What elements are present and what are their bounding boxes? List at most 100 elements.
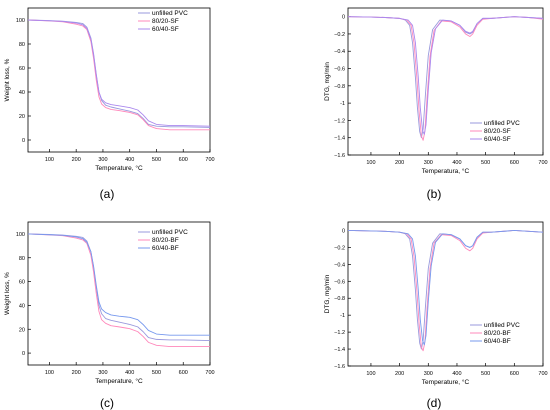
legend-entry: 60/40-BF bbox=[484, 338, 511, 345]
y-tick-label: −1.4 bbox=[334, 347, 345, 353]
y-axis-label: DTG, mg/min bbox=[324, 274, 331, 313]
y-tick-label: −0.8 bbox=[334, 296, 345, 302]
y-tick-label: −1.6 bbox=[334, 153, 345, 159]
plot-frame bbox=[27, 221, 211, 366]
y-tick-label: 80 bbox=[19, 42, 25, 48]
legend-entry: 60/40-BF bbox=[152, 245, 179, 252]
x-tick-label: 600 bbox=[179, 370, 188, 376]
y-tick-label: −1.2 bbox=[334, 118, 345, 124]
x-tick-label: 100 bbox=[366, 160, 375, 166]
x-tick-label: 200 bbox=[72, 370, 81, 376]
y-tick-label: −1.2 bbox=[334, 330, 345, 336]
x-axis-label: Temperature, °C bbox=[95, 377, 143, 385]
x-tick-label: 300 bbox=[424, 371, 433, 377]
panel-caption: (b) bbox=[427, 187, 442, 201]
y-axis-label: Weight loss, % bbox=[4, 272, 11, 315]
x-tick-label: 500 bbox=[152, 157, 161, 163]
panel-caption: (d) bbox=[427, 396, 442, 410]
y-tick-label: −0.2 bbox=[334, 32, 345, 38]
y-tick-label: 80 bbox=[19, 256, 25, 262]
y-tick-label: 0 bbox=[22, 138, 25, 144]
x-axis-label: Temperature, °C bbox=[95, 164, 143, 172]
x-tick-label: 300 bbox=[98, 370, 107, 376]
x-tick-label: 200 bbox=[395, 371, 404, 377]
series-line-3 bbox=[347, 16, 544, 135]
x-axis-label: Temperatura, °C bbox=[422, 167, 470, 175]
y-axis-label: DTG, mg/min bbox=[324, 62, 331, 101]
y-tick-label: 20 bbox=[19, 327, 25, 333]
x-tick-label: 700 bbox=[205, 370, 214, 376]
y-tick-label: 40 bbox=[19, 303, 25, 309]
x-tick-label: 400 bbox=[452, 371, 461, 377]
y-tick-label: 100 bbox=[16, 232, 25, 238]
y-tick-label: −1.6 bbox=[334, 364, 345, 370]
plot-frame bbox=[347, 7, 544, 156]
x-tick-label: 600 bbox=[179, 157, 188, 163]
y-tick-label: 0 bbox=[342, 228, 345, 234]
x-tick-label: 600 bbox=[510, 160, 519, 166]
chart-d: 100 200 300 400 500 600 700 0 −0.2 −0.4 −0.6 −0.8 -1… bbox=[324, 221, 548, 410]
x-tick-label: 400 bbox=[125, 370, 134, 376]
y-tick-label: −0.2 bbox=[334, 245, 345, 251]
series-line-2 bbox=[27, 233, 210, 347]
x-tick-label: 500 bbox=[481, 371, 490, 377]
legend-entry: 80/20-SF bbox=[152, 18, 179, 25]
y-tick-label: 20 bbox=[19, 114, 25, 120]
plot-frame bbox=[27, 7, 211, 153]
x-axis-label: Temperature, °C bbox=[422, 378, 470, 386]
x-tick-label: 700 bbox=[205, 157, 214, 163]
x-tick-label: 100 bbox=[45, 157, 54, 163]
chart-c: 100 200 300 400 500 600 700 0 20 40 60 80 100 Tempera… bbox=[4, 221, 215, 410]
y-axis-label: Weight loss, % bbox=[4, 58, 11, 101]
plot-frame bbox=[347, 221, 544, 367]
y-tick-label: 100 bbox=[16, 18, 25, 24]
x-tick-label: 100 bbox=[366, 371, 375, 377]
y-tick-label: −0.6 bbox=[334, 279, 345, 285]
legend-entry: unfilled PVC bbox=[484, 322, 520, 329]
panel-caption: (a) bbox=[100, 187, 115, 201]
y-tick-label: 0 bbox=[342, 15, 345, 21]
x-tick-label: 300 bbox=[424, 160, 433, 166]
x-tick-label: 500 bbox=[152, 370, 161, 376]
legend-entry: unfilled PVC bbox=[152, 229, 188, 236]
series-line-1 bbox=[347, 230, 544, 350]
x-tick-label: 500 bbox=[481, 160, 490, 166]
y-tick-label: 40 bbox=[19, 90, 25, 96]
panel-caption: (c) bbox=[100, 396, 114, 410]
y-tick-label: -1 bbox=[340, 313, 345, 319]
legend-entry: 80/20-BF bbox=[152, 237, 179, 244]
series-line-2 bbox=[347, 230, 544, 352]
x-tick-label: 700 bbox=[538, 160, 547, 166]
legend-entry: unfilled PVC bbox=[152, 10, 188, 17]
legend-entry: 60/40-SF bbox=[152, 26, 179, 33]
x-tick-label: 200 bbox=[72, 157, 81, 163]
x-tick-label: 300 bbox=[98, 157, 107, 163]
x-tick-label: 700 bbox=[538, 371, 547, 377]
y-tick-label: -1 bbox=[340, 101, 345, 107]
y-tick-label: −0.6 bbox=[334, 67, 345, 73]
series-line-1 bbox=[27, 19, 211, 128]
x-tick-label: 400 bbox=[125, 157, 134, 163]
series-line-3 bbox=[27, 19, 211, 127]
x-tick-label: 600 bbox=[510, 371, 519, 377]
chart-b: 100 200 300 400 500 600 700 0 −0.2 −0.4 −0.6 −0.8 -1… bbox=[324, 7, 548, 201]
legend-entry: 80/20-BF bbox=[484, 330, 511, 337]
x-tick-label: 400 bbox=[452, 160, 461, 166]
series-line-1 bbox=[27, 233, 211, 342]
legend-entry: 60/40-SF bbox=[484, 136, 511, 143]
series-line-2 bbox=[27, 19, 210, 131]
x-tick-label: 200 bbox=[395, 160, 404, 166]
y-tick-label: −1.4 bbox=[334, 136, 345, 142]
y-tick-label: −0.4 bbox=[334, 262, 345, 268]
series-line-3 bbox=[27, 233, 210, 336]
y-tick-label: −0.8 bbox=[334, 84, 345, 90]
y-tick-label: 0 bbox=[22, 351, 25, 357]
y-tick-label: −0.4 bbox=[334, 49, 345, 55]
y-tick-label: 60 bbox=[19, 280, 25, 286]
x-tick-label: 100 bbox=[45, 370, 54, 376]
